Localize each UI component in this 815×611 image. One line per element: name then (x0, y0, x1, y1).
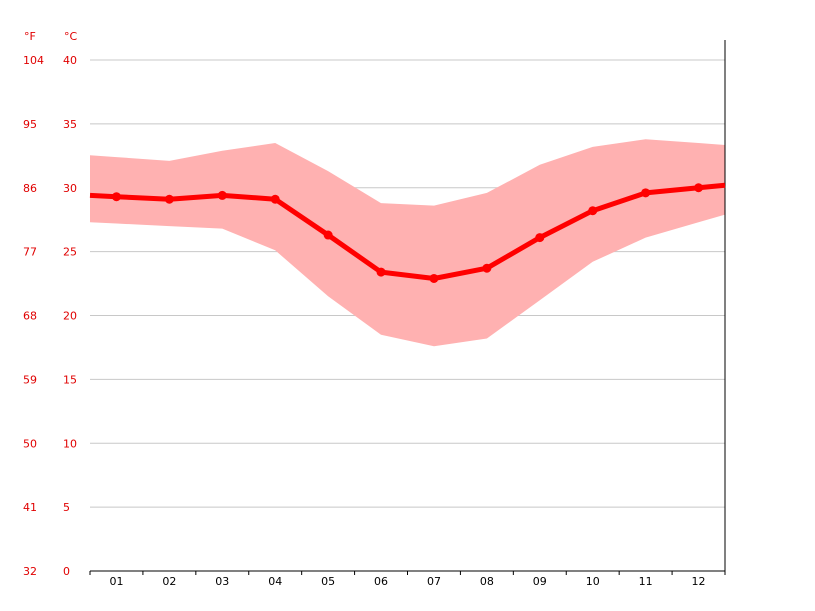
celsius-tick-label: 30 (63, 182, 77, 195)
tick-labels: °F °C 0 32 5 41 10 50 15 59 20 68 25 77 30 86 35 95 40 10… (23, 30, 706, 588)
celsius-tick-label: 25 (63, 246, 77, 259)
axes (89, 40, 726, 575)
fahrenheit-unit-label: °F (24, 30, 36, 43)
month-tick-label: 08 (480, 575, 494, 588)
temperature-range-band (90, 139, 725, 347)
fahrenheit-tick-label: 77 (23, 246, 37, 259)
mean-temperature-point (164, 194, 174, 204)
mean-temperature-point (217, 190, 227, 200)
fahrenheit-tick-label: 32 (23, 565, 37, 578)
celsius-unit-label: °C (64, 30, 78, 43)
month-tick-label: 07 (427, 575, 441, 588)
fahrenheit-tick-label: 95 (23, 118, 37, 131)
mean-temperature-point (376, 267, 386, 277)
celsius-tick-label: 0 (63, 565, 70, 578)
celsius-tick-label: 35 (63, 118, 77, 131)
mean-temperature-point (111, 192, 121, 202)
mean-temperature-point (323, 230, 333, 240)
month-tick-label: 02 (162, 575, 176, 588)
mean-temperature-series (89, 182, 726, 283)
mean-temperature-point (270, 194, 280, 204)
month-tick-label: 03 (215, 575, 229, 588)
month-tick-label: 12 (692, 575, 706, 588)
mean-temperature-point (429, 273, 439, 283)
month-tick-label: 09 (533, 575, 547, 588)
fahrenheit-tick-label: 86 (23, 182, 37, 195)
month-tick-label: 06 (374, 575, 388, 588)
mean-temperature-point (641, 188, 651, 198)
fahrenheit-tick-label: 59 (23, 373, 37, 386)
mean-temperature-point (535, 233, 545, 243)
mean-temperature-point (588, 206, 598, 216)
month-tick-label: 04 (268, 575, 282, 588)
celsius-tick-label: 15 (63, 373, 77, 386)
celsius-tick-label: 20 (63, 310, 77, 323)
mean-temperature-line (89, 182, 726, 281)
mean-temperature-point (694, 183, 704, 193)
celsius-tick-label: 5 (63, 501, 70, 514)
temperature-range-area (90, 139, 725, 347)
fahrenheit-tick-label: 104 (23, 54, 44, 67)
fahrenheit-tick-label: 68 (23, 310, 37, 323)
month-tick-label: 05 (321, 575, 335, 588)
month-tick-label: 10 (586, 575, 600, 588)
celsius-tick-label: 10 (63, 437, 77, 450)
month-tick-label: 11 (639, 575, 653, 588)
fahrenheit-tick-label: 50 (23, 437, 37, 450)
fahrenheit-tick-label: 41 (23, 501, 37, 514)
mean-temperature-point (482, 263, 492, 273)
celsius-tick-label: 40 (63, 54, 77, 67)
month-tick-label: 01 (109, 575, 123, 588)
